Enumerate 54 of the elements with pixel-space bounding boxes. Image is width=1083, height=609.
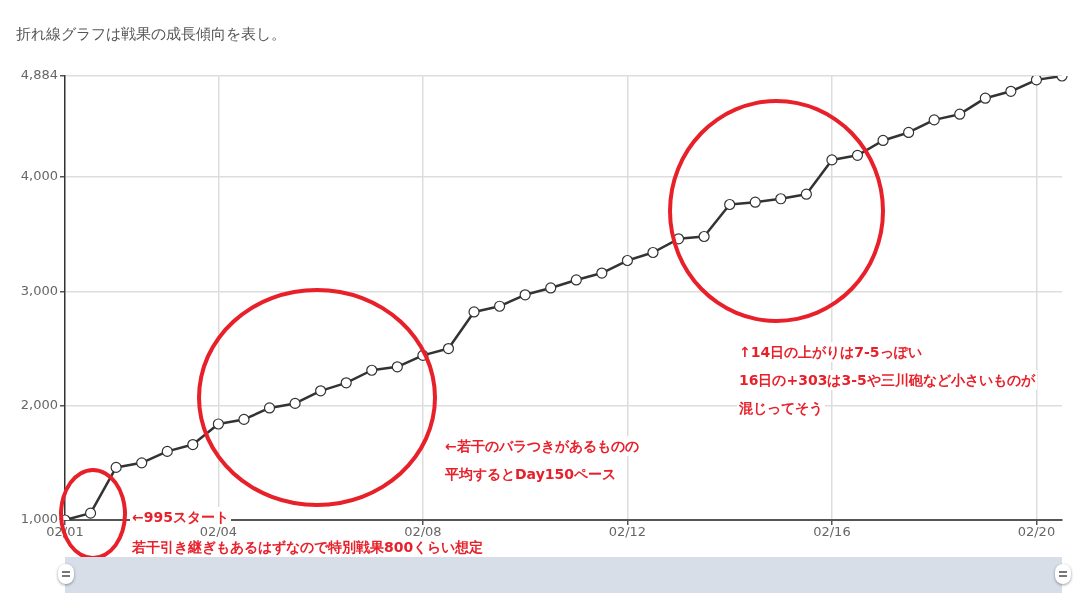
point xyxy=(1030,76,1043,86)
point xyxy=(110,461,122,474)
point xyxy=(979,92,991,104)
point xyxy=(903,126,915,139)
point xyxy=(366,364,378,376)
text: 若干引き継ぎもあるはずなので特別戦果800くらい想定 xyxy=(130,537,486,557)
annotation: 16日の+303は3-5や三川砲など小さいものが xyxy=(737,370,1037,390)
point xyxy=(877,134,889,147)
chart-title: 折れ線グラフは戦果の成長傾向を表し。 xyxy=(16,25,286,44)
point xyxy=(749,196,761,208)
point xyxy=(570,274,582,286)
point xyxy=(340,377,352,389)
y-tick-label: 2,000 xyxy=(20,397,58,413)
x-tick-label: 02/04 xyxy=(199,524,238,540)
point xyxy=(724,198,736,211)
point xyxy=(263,402,276,414)
annotation: 混じってそう xyxy=(737,398,825,418)
point xyxy=(187,438,199,451)
point xyxy=(493,300,506,312)
point xyxy=(826,154,838,166)
point xyxy=(596,267,608,279)
x-tick-label: 02/12 xyxy=(608,524,647,540)
y-tick-label: 4,000 xyxy=(20,168,58,184)
y-tick-label: 4,884 xyxy=(20,67,58,83)
annotation: 平均するとDay150ペース xyxy=(443,464,618,484)
point xyxy=(519,289,531,301)
point xyxy=(238,413,250,425)
y-tick-label: 1,000 xyxy=(20,511,58,527)
x-tick-label: 02/20 xyxy=(1017,524,1056,540)
point xyxy=(545,282,557,294)
point xyxy=(136,457,148,469)
point xyxy=(647,246,659,259)
point xyxy=(315,385,327,397)
point xyxy=(212,418,224,430)
point xyxy=(800,188,812,200)
point xyxy=(442,342,455,355)
point xyxy=(851,149,864,161)
point xyxy=(1005,85,1017,97)
point xyxy=(928,114,940,126)
point xyxy=(775,193,787,205)
point xyxy=(84,507,97,519)
annotation: ←995スタート xyxy=(130,507,231,527)
point xyxy=(698,230,710,243)
y-tick-label: 3,000 xyxy=(20,282,58,298)
point xyxy=(621,254,634,267)
annotation: ←若干のバラつきがあるものの xyxy=(443,436,641,456)
annotation: ↑14日の上がりは7-5っぽい xyxy=(737,342,924,362)
x-tick-label: 02/08 xyxy=(404,524,442,540)
point xyxy=(289,397,301,409)
point xyxy=(468,306,480,318)
point xyxy=(161,445,173,458)
point xyxy=(391,361,403,373)
x-tick-label: 02/16 xyxy=(813,524,851,540)
point xyxy=(954,108,966,120)
